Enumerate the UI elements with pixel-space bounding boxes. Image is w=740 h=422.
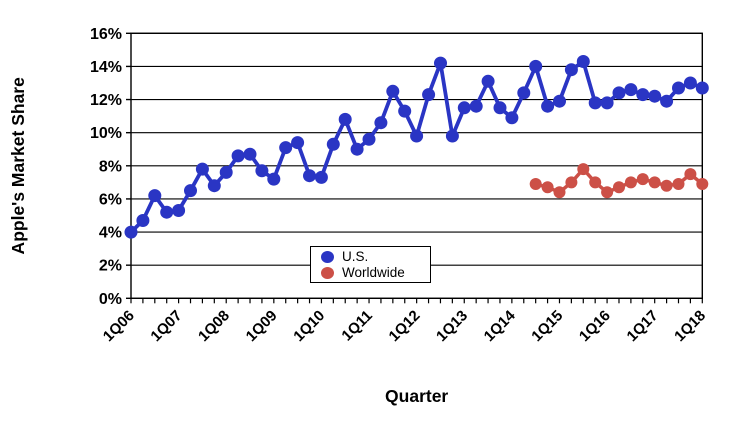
data-point-marker (660, 179, 673, 192)
data-point-marker (660, 94, 674, 108)
data-point-marker (243, 147, 257, 161)
data-point-marker (374, 116, 388, 130)
data-point-marker (648, 176, 661, 189)
data-point-marker (136, 214, 150, 227)
data-point-marker (624, 176, 637, 189)
us-series-swatch-icon (321, 250, 334, 263)
y-tick-label: 0% (99, 291, 122, 308)
data-point-marker (601, 186, 614, 199)
data-point-marker (648, 89, 662, 103)
data-point-marker (529, 59, 543, 73)
data-point-marker (577, 163, 590, 176)
y-tick-label: 14% (90, 59, 122, 76)
y-tick-label: 4% (99, 225, 122, 242)
data-point-marker (184, 184, 197, 198)
data-point-marker (195, 162, 209, 176)
legend-label-us: U.S. (342, 248, 369, 264)
data-point-marker (589, 176, 602, 189)
data-point-marker (600, 96, 614, 110)
data-point-marker (410, 129, 424, 143)
data-point-marker (481, 74, 495, 88)
data-point-marker (386, 84, 400, 98)
data-point-marker (434, 56, 447, 70)
data-point-marker (541, 99, 555, 113)
data-point-marker (624, 83, 638, 97)
data-point-marker (636, 88, 650, 102)
y-tick-label: 2% (99, 258, 122, 275)
legend-item-us: U.S. (321, 248, 430, 264)
legend: U.S. Worldwide (310, 246, 431, 283)
data-point-marker (314, 170, 328, 184)
data-point-marker (279, 141, 293, 155)
data-point-marker (612, 86, 626, 100)
data-point-marker (255, 164, 269, 178)
y-tick-label: 8% (99, 158, 122, 175)
data-point-marker (148, 189, 162, 203)
data-point-marker (362, 132, 376, 146)
data-point-marker (457, 101, 471, 115)
data-point-marker (291, 136, 305, 150)
data-point-marker (160, 205, 174, 219)
data-point-marker (636, 173, 649, 186)
data-point-marker (588, 96, 602, 110)
data-point-marker (231, 149, 245, 163)
data-point-marker (267, 172, 281, 186)
data-point-marker (350, 142, 364, 156)
data-point-marker (672, 178, 685, 190)
data-point-marker (505, 111, 519, 125)
data-point-marker (529, 178, 542, 190)
data-point-marker (172, 204, 186, 217)
data-point-marker (541, 181, 554, 194)
data-point-marker (565, 176, 578, 189)
data-point-marker (326, 137, 340, 151)
data-point-marker (683, 76, 697, 90)
data-point-marker (303, 169, 316, 183)
data-point-marker (672, 81, 685, 95)
data-point-marker (553, 186, 566, 199)
data-point-marker (398, 104, 412, 118)
data-point-marker (576, 55, 590, 68)
y-tick-label: 10% (90, 125, 122, 142)
data-point-marker (684, 168, 697, 181)
data-point-marker (696, 178, 709, 190)
data-point-marker (338, 112, 352, 126)
data-point-marker (553, 94, 566, 108)
data-point-marker (445, 129, 459, 143)
data-point-marker (219, 165, 233, 179)
data-point-marker (422, 88, 436, 102)
data-point-marker (517, 86, 531, 100)
worldwide-series-swatch-icon (321, 266, 334, 279)
x-axis-title: Quarter (385, 386, 448, 406)
data-point-marker (564, 63, 578, 77)
y-tick-label: 6% (99, 191, 122, 208)
data-point-marker (469, 99, 483, 113)
legend-label-worldwide: Worldwide (342, 264, 405, 280)
y-tick-label: 12% (90, 92, 122, 109)
data-point-marker (124, 225, 138, 239)
y-tick-label: 16% (90, 26, 122, 43)
data-point-marker (207, 179, 221, 193)
data-point-marker (613, 181, 625, 194)
data-point-marker (695, 81, 709, 95)
legend-item-worldwide: Worldwide (321, 264, 430, 280)
y-axis-title: Apple's Market Share (8, 77, 28, 255)
data-point-marker (493, 101, 507, 115)
